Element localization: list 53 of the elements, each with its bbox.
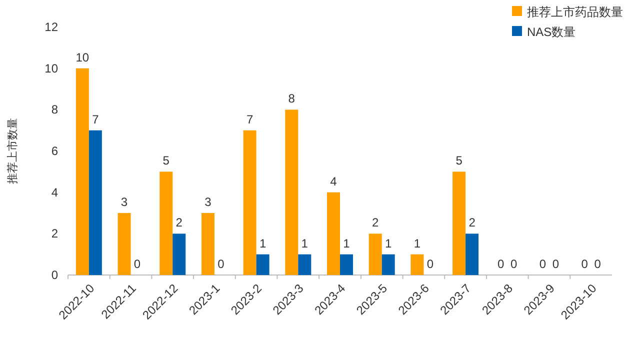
bar: [256, 254, 270, 275]
bar: [382, 254, 395, 275]
data-label: 1: [259, 236, 266, 250]
data-label: 0: [426, 257, 434, 271]
data-label: 3: [204, 195, 212, 209]
bar: [76, 68, 89, 275]
data-label: 5: [162, 154, 170, 168]
data-label: 1: [385, 236, 392, 250]
bar: [298, 254, 312, 275]
data-label: 0: [134, 257, 141, 271]
y-tick-label: 0: [51, 268, 58, 282]
data-label: 10: [76, 50, 90, 64]
y-tick-label: 2: [51, 226, 58, 241]
data-label: 8: [288, 92, 296, 106]
data-label: 1: [414, 236, 421, 250]
bar: [88, 130, 102, 275]
data-label: 0: [539, 257, 546, 271]
data-label: 4: [330, 174, 338, 188]
bar: [160, 172, 173, 275]
data-label: 2: [372, 216, 379, 230]
bar: [340, 254, 353, 275]
legend-label: 推荐上市药品数量: [527, 5, 623, 19]
data-label: 0: [218, 257, 225, 271]
y-tick-label: 6: [51, 144, 58, 158]
data-label: 2: [468, 216, 476, 230]
y-tick-label: 10: [44, 61, 58, 76]
y-tick-label: 8: [51, 102, 58, 117]
y-tick-label: 4: [51, 185, 58, 200]
data-label: 0: [498, 257, 505, 271]
data-label: 7: [246, 112, 254, 126]
bar: [452, 172, 466, 275]
y-tick-label: 12: [44, 20, 58, 34]
bar: [201, 213, 214, 275]
y-axis-title: 推荐上市数量: [6, 118, 19, 184]
bar: [285, 110, 298, 275]
data-label: 2: [176, 216, 183, 230]
bar: [368, 234, 382, 275]
bar: [172, 234, 186, 275]
bar: [466, 234, 479, 275]
data-label: 0: [552, 257, 560, 271]
bar: [118, 213, 131, 275]
data-label: 3: [120, 195, 128, 209]
data-label: 0: [581, 257, 588, 271]
data-label: 5: [456, 154, 463, 168]
bar: [243, 130, 256, 275]
legend-label: NAS数量: [527, 25, 576, 39]
data-label: 0: [510, 257, 518, 271]
bar: [410, 254, 424, 275]
data-label: 0: [594, 257, 602, 271]
bar: [327, 192, 340, 275]
data-label: 7: [92, 112, 100, 126]
data-label: 1: [343, 236, 350, 250]
data-label: 1: [301, 236, 308, 250]
